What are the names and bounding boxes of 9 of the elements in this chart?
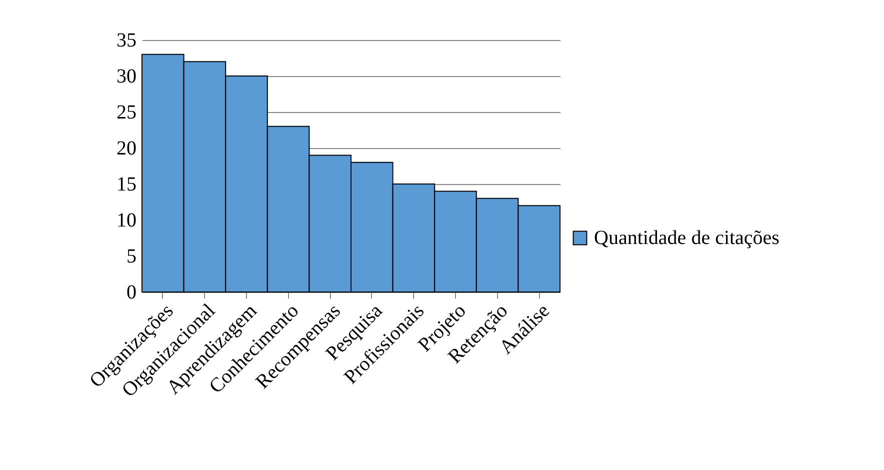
y-tick-label: 20 (116, 138, 136, 160)
y-tick-label: 15 (116, 174, 136, 196)
y-tick-label: 30 (116, 66, 136, 88)
y-tick-label: 5 (126, 246, 136, 268)
legend-label: Quantidade de citações (594, 227, 780, 249)
y-tick-label: 25 (116, 102, 136, 124)
y-tick-label: 0 (126, 282, 136, 304)
y-tick-label: 35 (116, 30, 136, 52)
y-tick-label: 10 (116, 210, 136, 232)
